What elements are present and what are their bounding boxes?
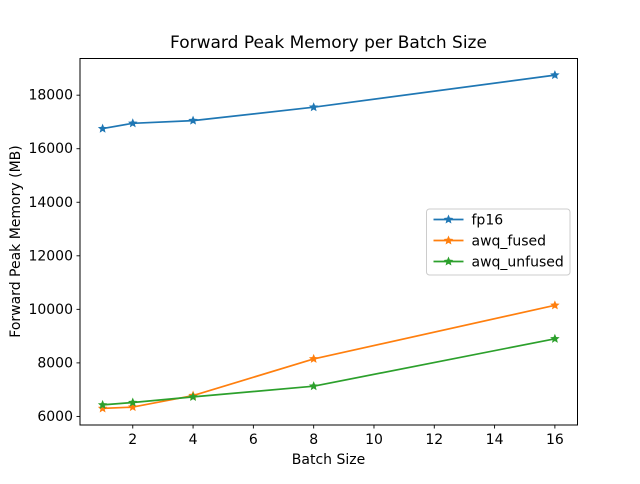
series-marker-fp16 (308, 102, 319, 112)
legend-marker-awq_fused (443, 235, 454, 245)
series-marker-fp16 (128, 118, 138, 128)
series-marker-awq_unfused (128, 397, 138, 407)
legend-box (426, 208, 571, 276)
plot-area: 2 4 6 8 10 12 14 16 6000 8000 10000 12000 14000 16000… (28, 58, 578, 448)
series-marker-awq_fused (97, 403, 108, 413)
series-marker-awq_unfused (97, 399, 108, 409)
y-tick-label: 16000 (28, 141, 73, 157)
x-tick-label: 6 (249, 432, 258, 448)
chart-title: Forward Peak Memory per Batch Size (170, 33, 487, 53)
legend-label-awq_fused: awq_fused (472, 234, 547, 250)
y-axis-label: Forward Peak Memory (MB) (8, 145, 24, 337)
x-tick-label: 12 (425, 432, 443, 448)
y-tick-label: 12000 (28, 248, 73, 264)
y-tick-label: 10000 (28, 302, 73, 318)
legend-item-awq_fused: awq_fused (433, 234, 547, 250)
series-marker-awq_fused (308, 353, 319, 363)
y-tick-label: 14000 (28, 195, 73, 211)
legend-item-awq_unfused: awq_unfused (433, 255, 564, 271)
series-marker-fp16 (97, 123, 108, 133)
series-marker-awq_fused (128, 402, 138, 412)
legend-marker-awq_unfused (443, 256, 454, 266)
x-tick-label: 2 (128, 432, 137, 448)
x-tick-label: 16 (546, 432, 564, 448)
legend-label-awq_unfused: awq_unfused (472, 255, 564, 271)
series-marker-fp16 (550, 70, 560, 80)
plot-border (79, 58, 578, 426)
legend-marker-fp16 (443, 214, 454, 224)
x-tick-label: 10 (365, 432, 383, 448)
x-tick-label: 8 (309, 432, 318, 448)
series-marker-awq_unfused (550, 333, 560, 343)
y-tick-label: 8000 (37, 355, 73, 371)
y-tick-label: 6000 (37, 409, 73, 425)
series-marker-awq_unfused (188, 391, 198, 401)
legend-item-fp16: fp16 (433, 213, 504, 229)
y-tick-label: 18000 (28, 88, 73, 104)
legend: fp16 awq_fused awq_unfused (426, 208, 571, 276)
x-tick-label: 14 (486, 432, 504, 448)
series-marker-awq_fused (550, 300, 560, 310)
series-marker-fp16 (188, 115, 198, 125)
series-marker-awq_unfused (308, 381, 319, 391)
x-axis-label: Batch Size (292, 452, 365, 468)
legend-label-fp16: fp16 (472, 213, 504, 229)
x-tick-label: 4 (189, 432, 198, 448)
